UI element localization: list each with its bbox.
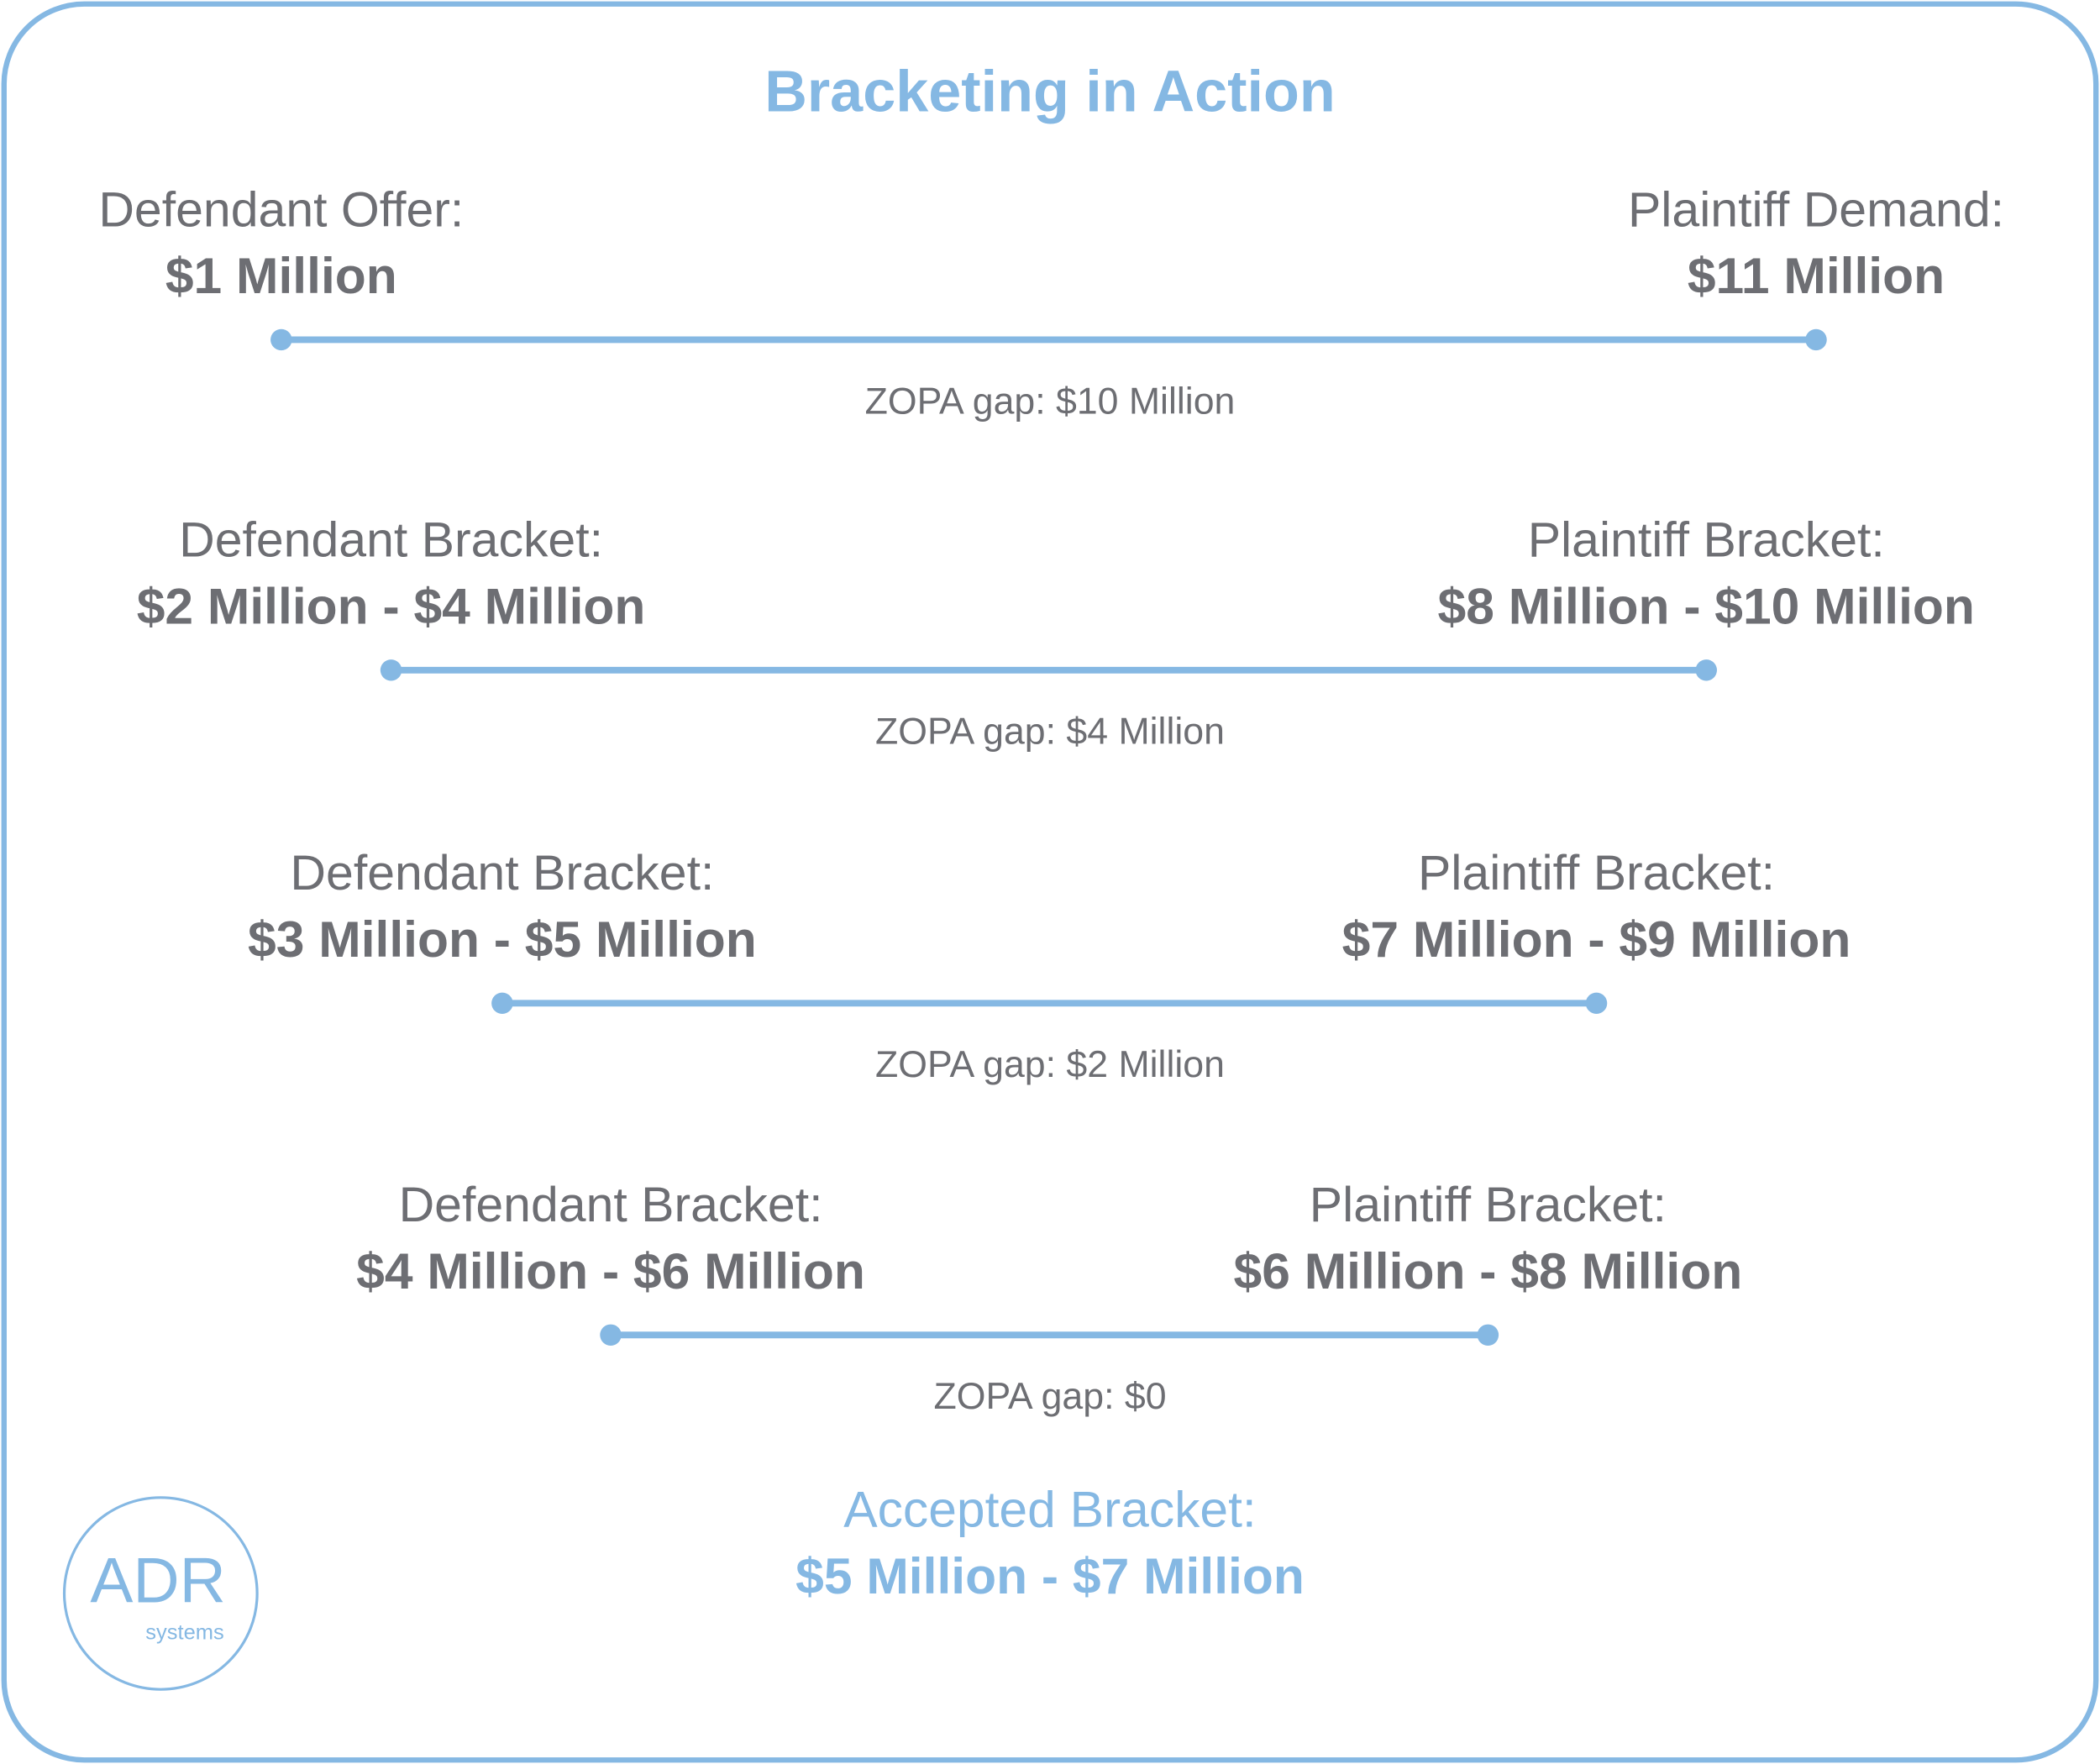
- right-value: $7 Million - $9 Million: [1342, 911, 1851, 968]
- right-label: Plaintiff Demand:: [1628, 182, 2004, 237]
- right-label: Plaintiff Bracket:: [1418, 846, 1775, 900]
- right-value: $6 Million - $8 Million: [1234, 1242, 1743, 1299]
- gap-label: ZOPA gap: $0: [933, 1376, 1166, 1417]
- endpoint: [1477, 1324, 1499, 1346]
- logo-text: ADR: [90, 1546, 226, 1617]
- left-label: Defendant Offer:: [98, 182, 464, 237]
- gap-label: ZOPA gap: $10 Million: [865, 381, 1236, 422]
- endpoint: [491, 992, 513, 1015]
- endpoint: [1695, 659, 1718, 681]
- endpoint: [1805, 328, 1827, 351]
- logo: ADR systems: [62, 1496, 259, 1691]
- endpoint: [600, 1324, 622, 1346]
- gap-label: ZOPA gap: $4 Million: [875, 711, 1225, 753]
- title: Bracketing in Action: [764, 59, 1336, 124]
- gap-label: ZOPA gap: $2 Million: [875, 1044, 1225, 1085]
- left-label: Defendant Bracket:: [399, 1178, 823, 1232]
- left-label: Defendant Bracket:: [179, 513, 603, 568]
- right-value: $11 Million: [1688, 247, 1945, 304]
- left-label: Defendant Bracket:: [290, 846, 714, 900]
- right-value: $8 Million - $10 Million: [1438, 577, 1975, 634]
- logo-circle: [62, 1496, 259, 1691]
- accepted-label: Accepted Bracket:: [843, 1481, 1256, 1538]
- rows: Defendant Offer: $1 Million Plaintiff Dema…: [98, 182, 2004, 1417]
- left-value: $4 Million - $6 Million: [356, 1242, 865, 1299]
- endpoint: [380, 659, 402, 681]
- right-label: Plaintiff Bracket:: [1528, 513, 1885, 568]
- endpoint: [1585, 992, 1608, 1015]
- endpoint: [270, 328, 292, 351]
- accepted-value: $5 Million - $7 Million: [795, 1547, 1305, 1604]
- right-label: Plaintiff Bracket:: [1310, 1178, 1667, 1232]
- left-value: $1 Million: [165, 247, 397, 304]
- left-value: $3 Million - $5 Million: [248, 911, 757, 968]
- logo-subtext: systems: [145, 1620, 224, 1644]
- left-value: $2 Million - $4 Million: [137, 577, 646, 634]
